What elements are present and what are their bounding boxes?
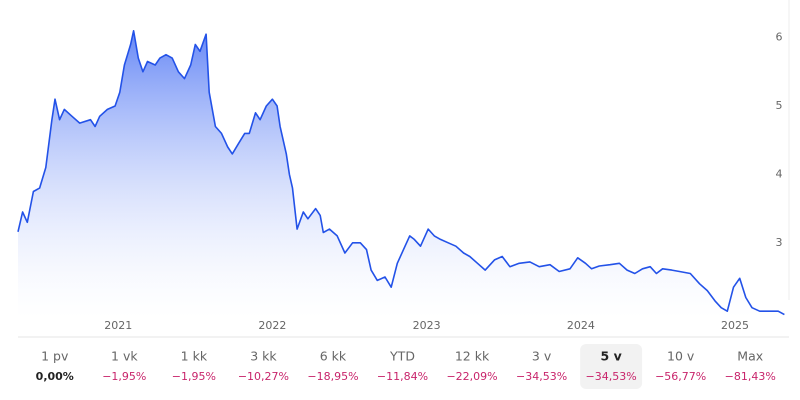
period-change: −81,43% <box>725 370 776 383</box>
period-change: −1,95% <box>172 370 216 383</box>
y-tick-label: 3 <box>776 236 783 249</box>
period-button[interactable]: 1 pv <box>41 349 69 364</box>
period-button[interactable]: 10 v <box>667 349 695 364</box>
period-button[interactable]: 3 v <box>532 349 552 364</box>
x-tick-label: 2025 <box>721 319 749 332</box>
period-change: −34,53% <box>586 370 637 383</box>
y-tick-label: 6 <box>776 31 783 44</box>
period-change: −1,95% <box>102 370 146 383</box>
x-tick-label: 2021 <box>104 319 132 332</box>
area <box>18 30 785 319</box>
y-tick-label: 4 <box>776 167 783 180</box>
period-button[interactable]: 1 vk <box>111 349 138 364</box>
period-change: −34,53% <box>516 370 567 383</box>
period-button[interactable]: 12 kk <box>455 349 490 364</box>
price-line <box>17 30 785 316</box>
x-tick-label: 2022 <box>258 319 286 332</box>
period-change: −10,27% <box>238 370 289 383</box>
period-button[interactable]: 3 kk <box>250 349 277 364</box>
period-button[interactable]: 1 kk <box>181 349 208 364</box>
period-button[interactable]: 6 kk <box>320 349 347 364</box>
period-button[interactable]: Max <box>737 349 763 364</box>
y-tick-label: 5 <box>776 99 783 112</box>
period-change: −11,84% <box>377 370 428 383</box>
period-button[interactable]: YTD <box>389 349 415 364</box>
x-tick-label: 2023 <box>413 319 441 332</box>
period-button[interactable]: 5 v <box>601 349 622 364</box>
period-change: 0,00% <box>36 370 74 383</box>
period-change: −18,95% <box>307 370 358 383</box>
period-change: −56,77% <box>655 370 706 383</box>
selected-period-bg <box>580 344 643 389</box>
x-tick-label: 2024 <box>567 319 595 332</box>
period-change: −22,09% <box>446 370 497 383</box>
